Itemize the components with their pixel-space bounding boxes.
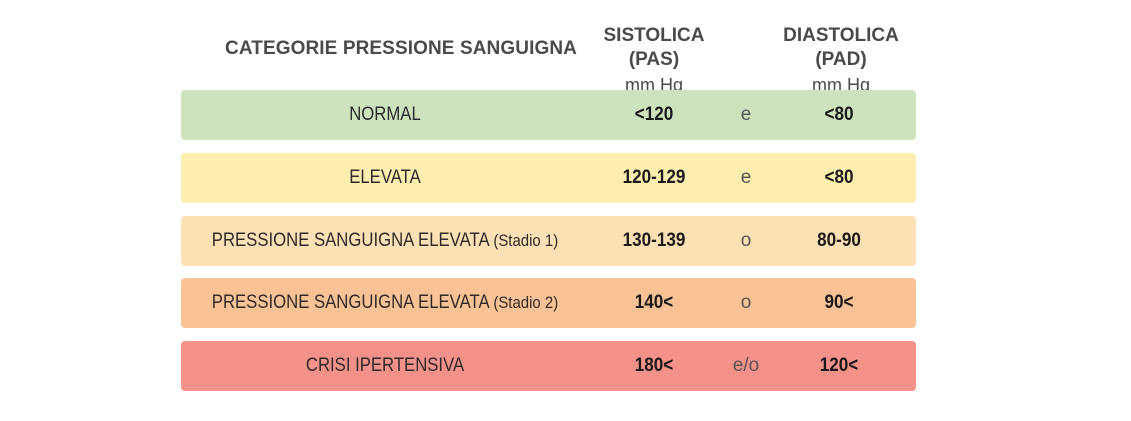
row-category: CRISI IPERTENSIVA <box>205 341 564 391</box>
row-systolic: <120 <box>634 104 674 125</box>
row-connector: e/o <box>732 355 760 376</box>
header-diastolic-title: DIASTOLICA (PAD) <box>783 25 899 70</box>
row-connector: e <box>740 167 752 188</box>
row-connector: o <box>740 230 752 251</box>
row-diastolic: 90< <box>824 292 854 313</box>
category-label: PRESSIONE SANGUIGNA ELEVATA <box>211 292 489 313</box>
row-category: PRESSIONE SANGUIGNA ELEVATA (Stadio 2) <box>205 278 564 328</box>
row-category: NORMAL <box>205 90 564 140</box>
category-label: CRISI IPERTENSIVA <box>305 355 465 376</box>
category-label: NORMAL <box>349 104 421 125</box>
row-connector: e <box>740 104 752 125</box>
header-diastolic: DIASTOLICA (PAD) mm Hg <box>756 24 926 98</box>
row-systolic: 140< <box>634 292 674 313</box>
category-label: ELEVATA <box>349 167 421 188</box>
row-elevata: ELEVATA 120-129 e <80 <box>181 153 916 203</box>
row-stage-1: PRESSIONE SANGUIGNA ELEVATA (Stadio 1) 1… <box>181 216 916 266</box>
stage-label: (Stadio 1) <box>493 231 559 250</box>
row-systolic: 180< <box>634 355 674 376</box>
row-crisi: CRISI IPERTENSIVA 180< e/o 120< <box>181 341 916 391</box>
header-systolic-title: SISTOLICA (PAS) <box>603 25 705 70</box>
row-normal: NORMAL <120 e <80 <box>181 90 916 140</box>
row-category: PRESSIONE SANGUIGNA ELEVATA (Stadio 1) <box>205 216 564 266</box>
row-category: ELEVATA <box>205 153 564 203</box>
row-diastolic: <80 <box>824 167 854 188</box>
row-systolic: 120-129 <box>622 167 686 188</box>
header-systolic: SISTOLICA (PAS) mm Hg <box>579 24 729 98</box>
header-category: CATEGORIE PRESSIONE SANGUIGNA <box>225 38 577 59</box>
stage-label: (Stadio 2) <box>493 293 559 312</box>
row-systolic: 130-139 <box>622 230 686 251</box>
row-diastolic: 80-90 <box>817 230 861 251</box>
category-label: PRESSIONE SANGUIGNA ELEVATA <box>211 230 489 251</box>
row-diastolic: 120< <box>819 355 859 376</box>
row-connector: o <box>740 292 752 313</box>
row-diastolic: <80 <box>824 104 854 125</box>
row-stage-2: PRESSIONE SANGUIGNA ELEVATA (Stadio 2) 1… <box>181 278 916 328</box>
